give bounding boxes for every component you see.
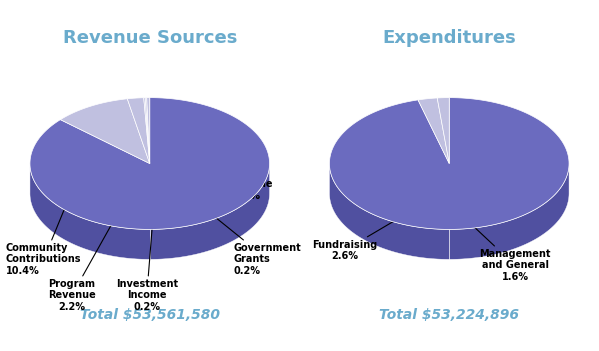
Polygon shape — [60, 99, 150, 164]
Polygon shape — [145, 98, 150, 164]
Polygon shape — [30, 98, 270, 230]
Polygon shape — [144, 98, 150, 164]
Text: Investment
Income
0.2%: Investment Income 0.2% — [116, 220, 178, 312]
Polygon shape — [30, 163, 270, 259]
Text: Program Services
95.8%: Program Services 95.8% — [373, 99, 477, 120]
Text: Community
Contributions
10.4%: Community Contributions 10.4% — [6, 205, 81, 276]
Text: Other
Income
0.4%: Other Income 0.4% — [207, 168, 273, 201]
Text: Government
Grants
0.2%: Government Grants 0.2% — [201, 205, 301, 276]
Polygon shape — [329, 98, 569, 230]
Text: Expenditures: Expenditures — [382, 29, 516, 47]
Text: Fundraising
2.6%: Fundraising 2.6% — [312, 211, 410, 261]
Text: Total $53,224,896: Total $53,224,896 — [379, 308, 519, 322]
Polygon shape — [147, 98, 150, 164]
Text: Program
Revenue
2.2%: Program Revenue 2.2% — [48, 220, 114, 312]
Polygon shape — [329, 163, 569, 259]
Text: Donated Food
86.6%: Donated Food 86.6% — [72, 99, 155, 120]
Polygon shape — [128, 98, 150, 164]
Polygon shape — [418, 98, 449, 164]
Text: Management
and General
1.6%: Management and General 1.6% — [467, 220, 551, 282]
Text: Total $53,561,580: Total $53,561,580 — [80, 308, 220, 322]
Text: Revenue Sources: Revenue Sources — [62, 29, 237, 47]
Polygon shape — [437, 98, 449, 164]
